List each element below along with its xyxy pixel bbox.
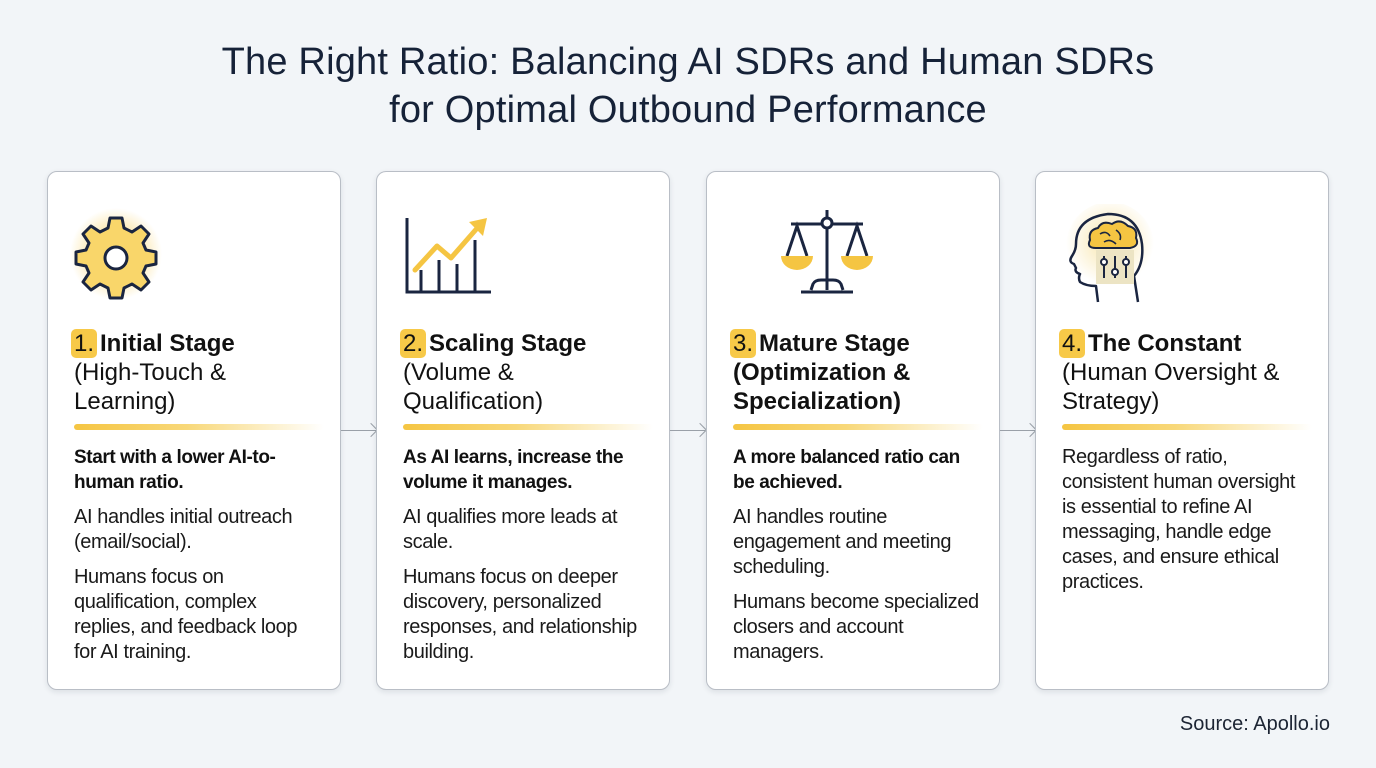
stage-heading: 1. Initial Stage (High-Touch & Learning) [71,329,326,416]
accent-divider [1062,424,1312,430]
stage-heading: 2. Scaling Stage (Volume & Qualification) [400,329,655,416]
stage-body: Regardless of ratio, consistent human ov… [1062,445,1310,595]
stage-name: Mature Stage [759,330,910,357]
stage-name: Initial Stage [100,330,235,357]
title-line-2: for Optimal Outbound Performance [389,89,987,131]
head-brain-controls-icon [1066,204,1154,303]
stage-subtitle: (High-Touch & Learning) [74,359,227,415]
accent-divider [74,424,324,430]
title-line-1: The Right Ratio: Balancing AI SDRs and H… [221,41,1155,83]
arrow-connector-3-4 [1000,430,1035,431]
stage-lead: A more balanced ratio can be achieved. [733,447,960,493]
accent-divider [733,424,983,430]
stage-body: Start with a lower AI-to-human ratio. AI… [74,445,322,665]
stage-body: A more balanced ratio can be achieved. A… [733,445,981,665]
arrow-connector-2-3 [670,430,705,431]
page-title: The Right Ratio: Balancing AI SDRs and H… [0,38,1376,134]
source-citation: Source: Apollo.io [1179,713,1330,735]
stage-heading: 3. Mature Stage (Optimization & Specializ… [730,329,985,416]
stage-body: As AI learns, increase the volume it man… [403,445,651,665]
stage-number-badge: 1. [71,329,98,358]
stage-lead: Start with a lower AI-to-human ratio. [74,447,276,493]
stage-point: AI handles initial outreach (email/socia… [74,506,293,553]
stage-number-badge: 4. [1059,329,1086,358]
stage-point: Regardless of ratio, consistent human ov… [1062,446,1296,593]
accent-divider [403,424,653,430]
stage-card-scaling: 2. Scaling Stage (Volume & Qualification)… [376,171,670,690]
stage-lead: As AI learns, increase the volume it man… [403,447,624,493]
stage-subtitle: (Volume & Qualification) [403,359,544,415]
stage-card-mature: 3. Mature Stage (Optimization & Specializ… [706,171,1000,690]
arrow-connector-1-2 [341,430,376,431]
stage-point: Humans focus on qualification, complex r… [74,566,298,663]
stage-card-initial: 1. Initial Stage (High-Touch & Learning) … [47,171,341,690]
stage-card-constant: 4. The Constant (Human Oversight & Strate… [1035,171,1329,690]
stage-point: Humans become specialized closers and ac… [733,591,979,663]
stage-subtitle: (Optimization & Specialization) [733,359,911,415]
stage-point: AI handles routine engagement and meetin… [733,506,952,578]
stage-number-badge: 2. [400,329,427,358]
balance-scale-icon [781,210,873,294]
stage-subtitle: (Human Oversight & Strategy) [1062,359,1280,415]
stage-number-badge: 3. [730,329,757,358]
growth-chart-icon [405,218,491,294]
stage-point: AI qualifies more leads at scale. [403,506,618,553]
gear-icon [70,208,162,300]
stage-name: The Constant [1088,330,1242,357]
stage-heading: 4. The Constant (Human Oversight & Strate… [1059,329,1314,416]
stage-name: Scaling Stage [429,330,587,357]
stage-point: Humans focus on deeper discovery, person… [403,566,637,663]
